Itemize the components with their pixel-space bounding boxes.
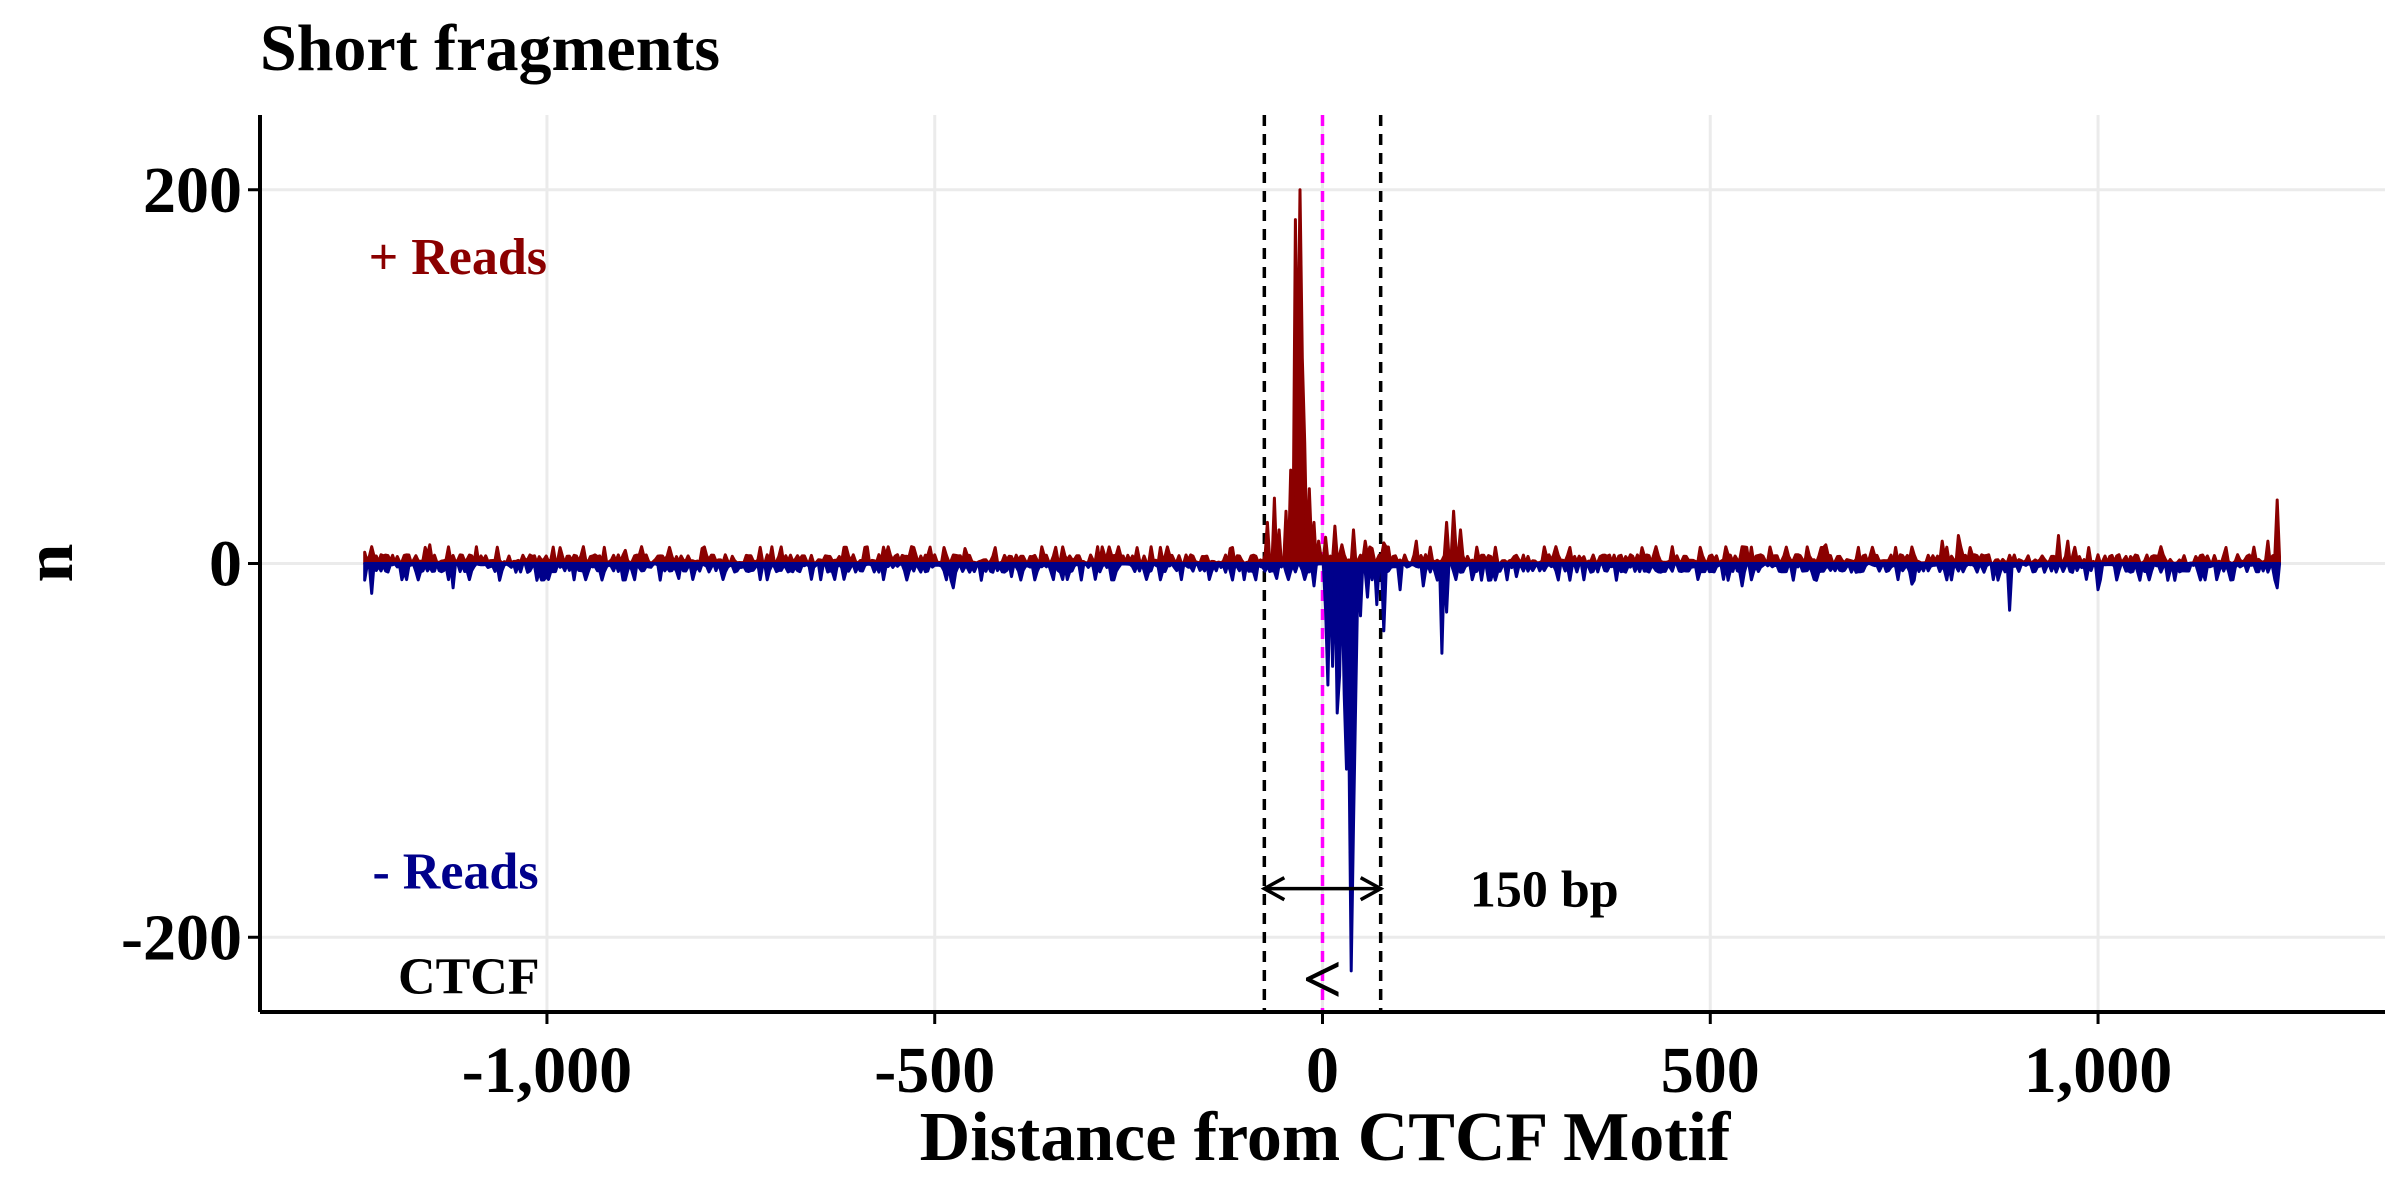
plus-reads-label: + Reads <box>369 229 547 286</box>
series-minus <box>363 562 2282 973</box>
ctcf-label: CTCF <box>398 948 540 1005</box>
x-tick-label: -1,000 <box>462 1034 632 1107</box>
y-axis-title: n <box>11 544 88 583</box>
y-tick-label: -200 <box>121 901 242 974</box>
annotations: + Reads - Reads CTCF <150 bp <box>369 229 1619 1019</box>
x-tick-label: 1,000 <box>2024 1034 2173 1107</box>
span-label: 150 bp <box>1470 862 1619 919</box>
reference-lines <box>1262 115 1383 1012</box>
x-tick-label: 0 <box>1306 1034 1339 1107</box>
chart-title: Short fragments <box>260 12 720 85</box>
motif-direction-glyph: < <box>1303 942 1343 1019</box>
x-tick-label: -500 <box>874 1034 995 1107</box>
y-tick-label: 200 <box>143 154 242 227</box>
series-plus <box>363 188 2282 565</box>
span-arrow-right-head <box>1359 876 1385 902</box>
series-lines <box>363 188 2282 973</box>
axes: -1,000 -500 0 500 1,000 -200 0 200 <box>121 115 2385 1107</box>
y-tick-label: 0 <box>209 528 242 601</box>
x-axis-title: Distance from CTCF Motif <box>920 1099 1731 1176</box>
span-arrow-left-head <box>1260 876 1286 902</box>
minus-reads-label: - Reads <box>372 844 538 901</box>
x-tick-label: 500 <box>1661 1034 1760 1107</box>
